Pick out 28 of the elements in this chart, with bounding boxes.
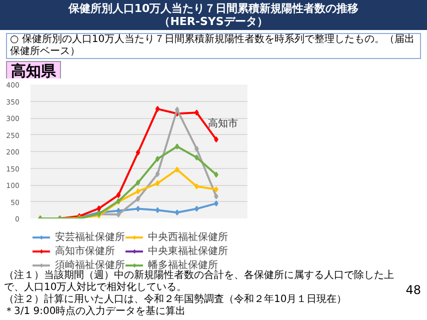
point xyxy=(116,192,121,198)
legend-label: 高知市保健所 xyxy=(55,244,115,258)
chart-title: 保健所別人口10万人当たり７日間累積新規陽性者数の推移（HER-SYSデータ） xyxy=(67,2,360,28)
point xyxy=(174,143,180,150)
legend-label: 幡多福祉保健所 xyxy=(148,258,218,270)
annotation: 高知市 xyxy=(208,117,238,130)
text: （注１）当該期間（週）中の新規陽性者数の合計を、各保健所に属する人口で除した上で、人口10万人対比で相対化している。 xyxy=(4,270,394,293)
point xyxy=(174,166,180,173)
point xyxy=(96,205,102,212)
point xyxy=(155,106,160,112)
text: 高知県 xyxy=(6,61,61,81)
legend-label: 中央西福祉保健所 xyxy=(148,230,228,244)
legend-label: 中央東福祉保健所 xyxy=(148,244,228,258)
point xyxy=(155,180,160,186)
point xyxy=(155,170,160,177)
legend-label: 安芸福祉保健所 xyxy=(55,230,125,244)
point xyxy=(174,209,180,216)
point xyxy=(155,156,160,162)
text: （注２）計算に用いた人口は、令和２年国勢調査（令和２年10月１日現在） xyxy=(4,294,347,305)
point xyxy=(136,206,140,212)
text: 48 xyxy=(406,283,421,297)
legend-label: 須崎福祉保健所 xyxy=(55,258,125,270)
point xyxy=(136,188,140,194)
chart-subtitle: ○ 保健所別の人口10万人当たり７日間累積新規陽性者数を時系列で整理したもの。（届出保健所ベース） xyxy=(6,33,421,59)
point xyxy=(136,180,140,186)
text: ＊3/1 9:00時点の入力データを基に算出 xyxy=(3,306,187,318)
point xyxy=(136,196,140,202)
point xyxy=(136,150,140,156)
